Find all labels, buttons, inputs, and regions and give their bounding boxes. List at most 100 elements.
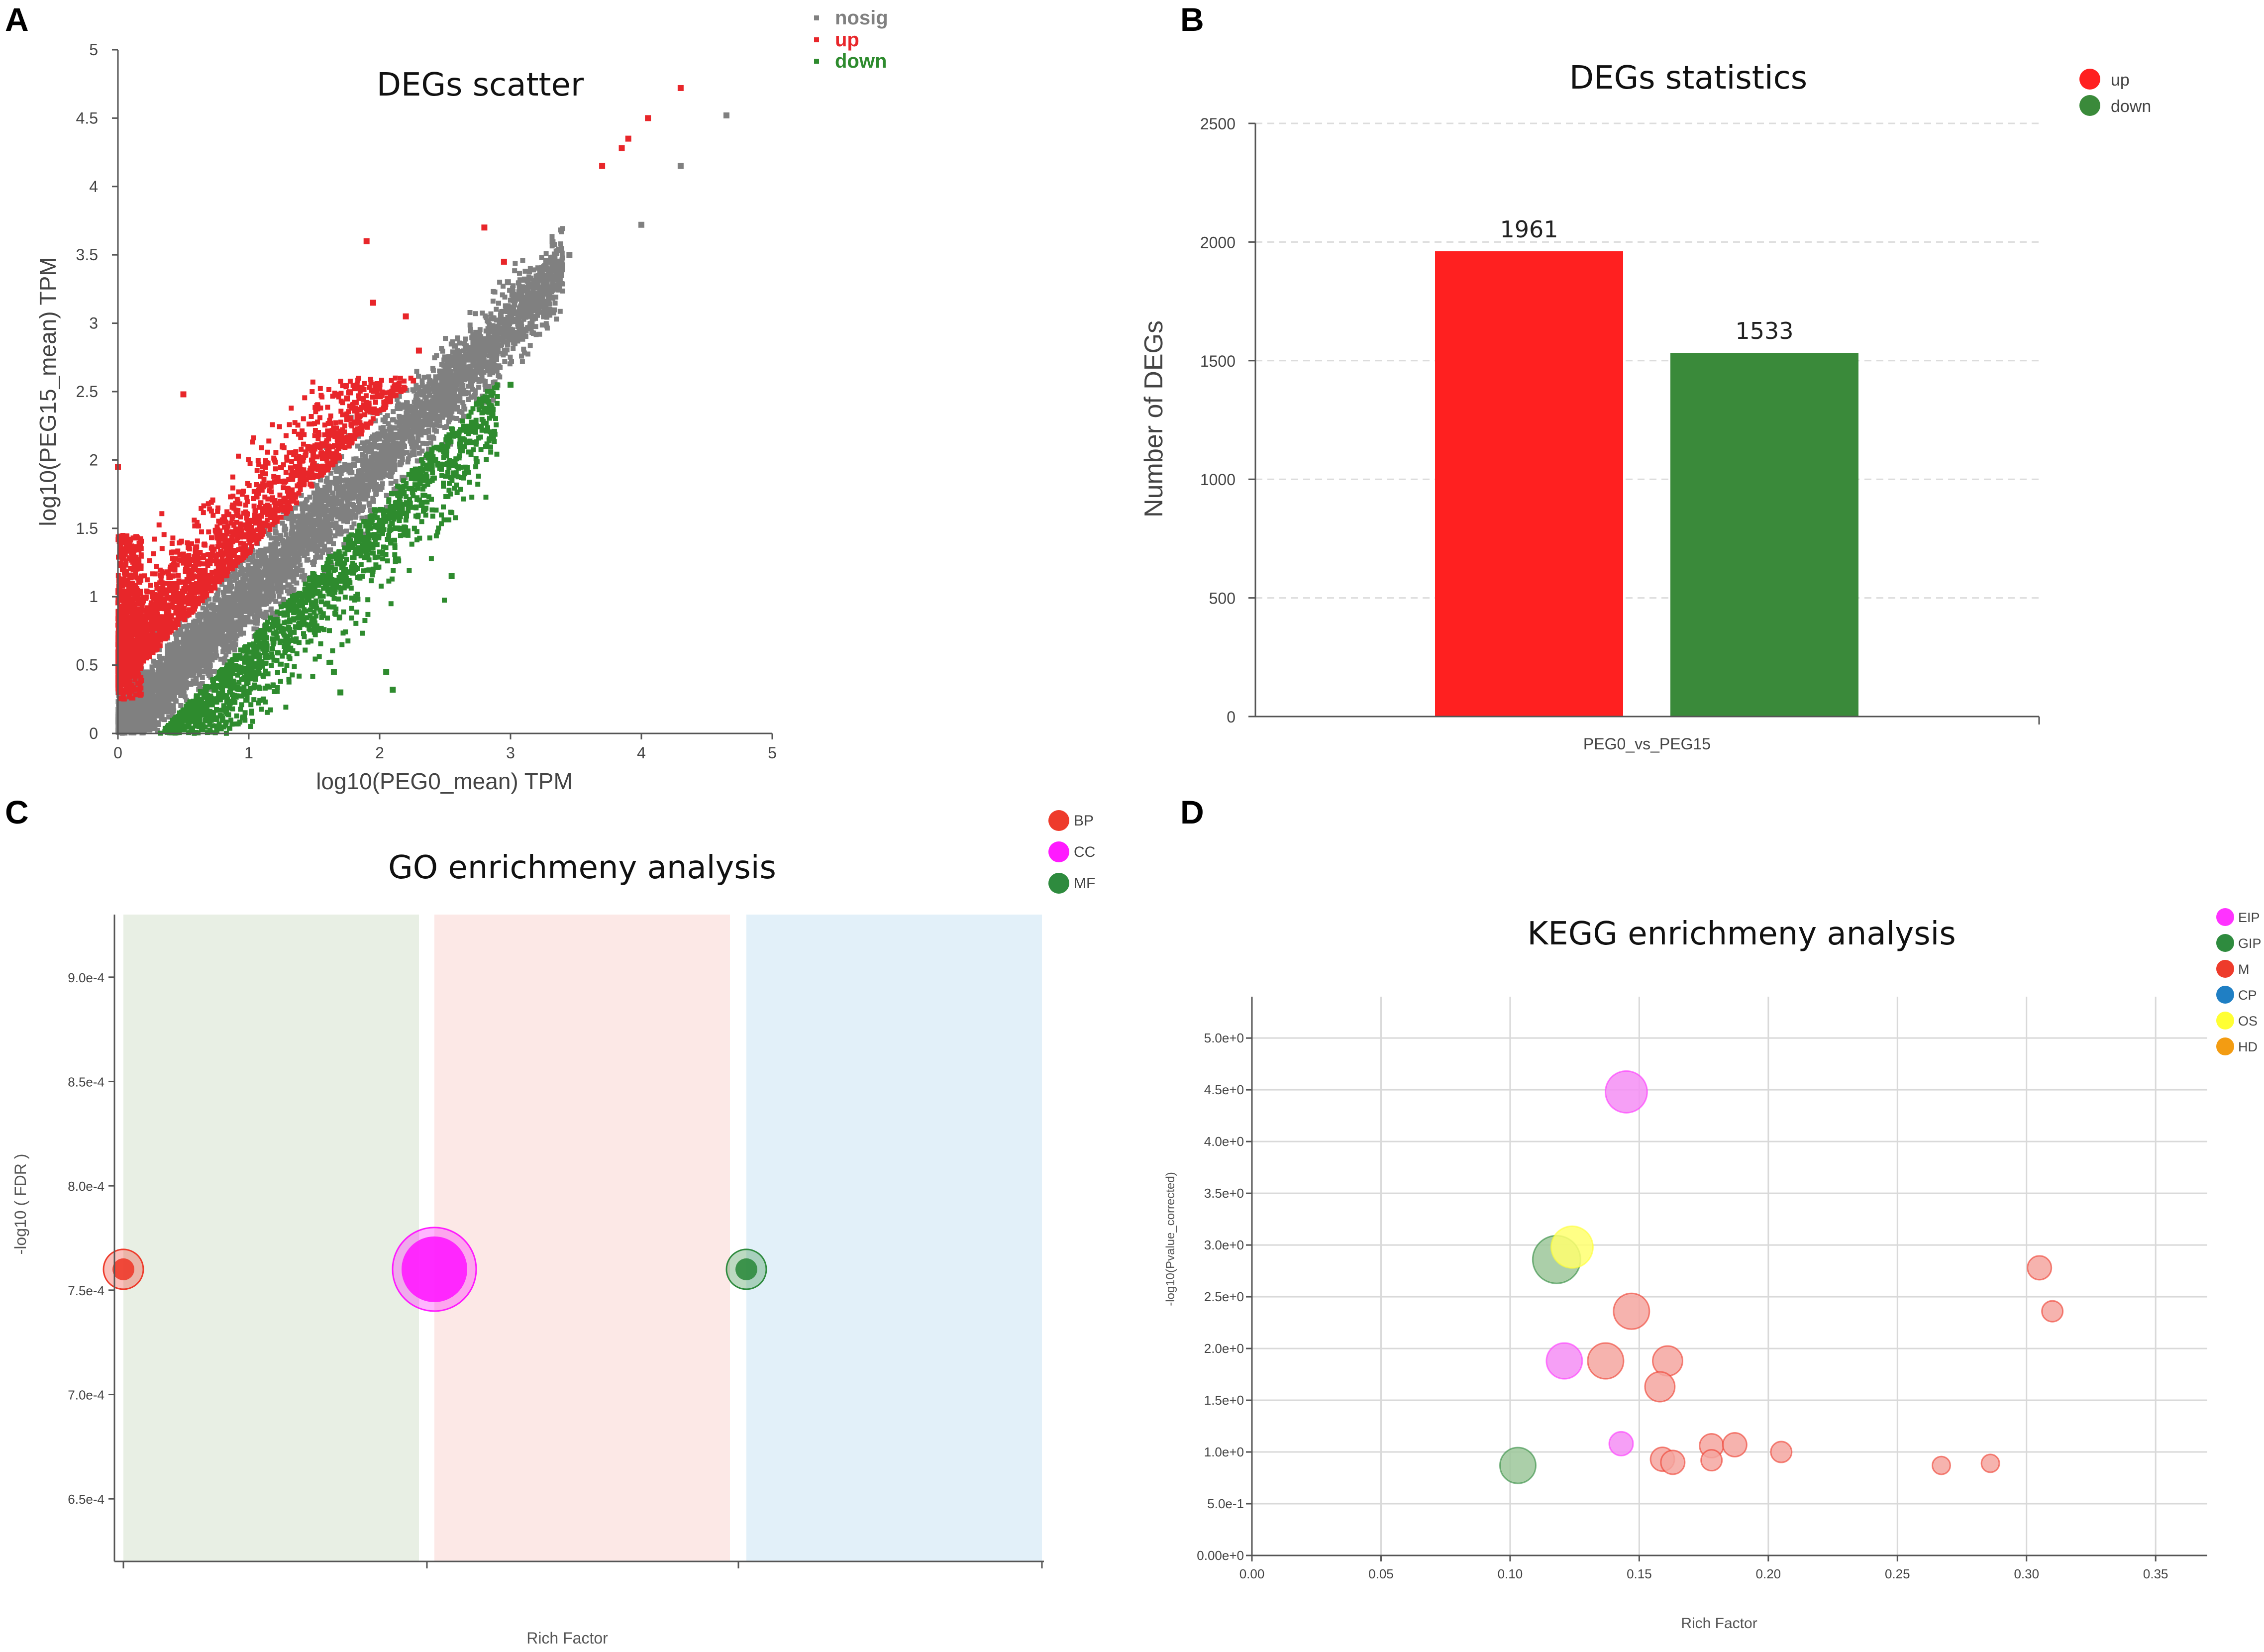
y-tick-label: 2: [89, 451, 98, 469]
x-tick-label: 0.30: [2014, 1566, 2039, 1581]
panel-b-gridlines: [1255, 122, 2039, 599]
y-tick-label: 3: [89, 314, 98, 332]
legend-marker-os: [2216, 1012, 2234, 1030]
legend-marker-m: [2216, 960, 2234, 978]
y-tick-label: 1.5e+0: [1204, 1393, 1244, 1408]
nosig-point: [566, 252, 573, 258]
panel-b-legend: up down: [2079, 69, 2151, 116]
up-point: [625, 135, 631, 142]
kegg-point-M: [2027, 1255, 2053, 1281]
legend-label-down: down: [835, 50, 887, 72]
y-tick-label: 2500: [1200, 115, 1235, 133]
legend-label-gip: GIP: [2238, 936, 2262, 951]
up-point: [677, 85, 684, 91]
nosig-point: [455, 368, 461, 374]
up-point: [645, 115, 651, 121]
y-tick-label: 0.00e+0: [1197, 1548, 1244, 1563]
y-tick-label: 2.5: [76, 383, 98, 401]
kegg-point-M: [1613, 1292, 1650, 1330]
kegg-point-M: [2041, 1300, 2064, 1323]
bar-value-down: 1533: [1735, 317, 1793, 344]
legend-label-up: up: [835, 29, 859, 51]
panel-b-y-ticks: 0 500 1000 1500 2000 2500: [1200, 115, 1255, 726]
panel-b-bars: 1961 1533: [1435, 216, 1858, 717]
legend-marker-bp: [1048, 810, 1069, 831]
nosig-point: [505, 279, 511, 286]
panel-c-band-bp: [123, 915, 419, 1561]
panel-a-point-cloud: [115, 226, 565, 736]
panel-d-points: [1499, 1070, 2064, 1484]
panel-c-band-mf: [746, 915, 1042, 1561]
kegg-point-EIP: [1608, 1431, 1634, 1456]
panel-b-degs-statistics: DEGs statistics 1961 1533 0 500 1000 1500 200…: [1139, 60, 2151, 753]
panel-c-band-cc: [434, 915, 730, 1561]
y-tick-label: 4.5e+0: [1204, 1082, 1244, 1097]
panel-c-y-ticks: 9.0e-4 8.5e-4 8.0e-4 7.5e-4 7.0e-4 6.5e-4: [68, 970, 114, 1507]
nosig-point-cloud: [115, 226, 565, 736]
panel-c-legend: BP CC MF: [1048, 810, 1095, 894]
panel-b-x-label: PEG0_vs_PEG15: [1583, 735, 1711, 753]
panel-c-y-label: -log10 ( FDR ): [11, 1154, 29, 1255]
kegg-point-GIP: [1499, 1446, 1537, 1484]
panel-d-kegg-enrichment: KEGG enrichmeny analysis 0.00 0.05 0.10 0.1…: [1164, 908, 2262, 1632]
bar-down: [1670, 353, 1858, 717]
legend-marker-cp: [2216, 986, 2234, 1004]
y-tick-label: 1.0e+0: [1204, 1445, 1244, 1459]
y-tick-label: 3.0e+0: [1204, 1238, 1244, 1252]
panel-c-go-enrichment: GO enrichmeny analysis 9.0e-4 8.5e-4 8.0e-…: [11, 810, 1095, 1647]
x-tick-label: 0.15: [1627, 1566, 1652, 1581]
panel-a-y-ticks: 0 0.5 1 1.5 2 2.5 3 3.5 4 4.5 5: [76, 41, 118, 742]
panel-d-y-ticks: 0.00e+0 5.0e-1 1.0e+0 1.5e+0 2.0e+0 2.5e+0 3.0…: [1197, 1031, 1252, 1563]
legend-marker-down: [814, 59, 819, 64]
y-tick-label: 0: [1227, 708, 1235, 726]
panel-a-x-ticks: 0 1 2 3 4 5: [113, 733, 777, 762]
panel-a-y-label: log10(PEG15_mean) TPM: [35, 257, 61, 526]
kegg-point-EIP: [1545, 1342, 1583, 1380]
nosig-point: [638, 221, 644, 228]
y-tick-label: 8.5e-4: [68, 1074, 104, 1089]
bar-up: [1435, 251, 1623, 717]
y-tick-label: 0.5: [76, 656, 98, 674]
x-tick-label: 0.25: [1885, 1566, 1910, 1581]
up-point: [415, 347, 422, 354]
down-point: [508, 382, 514, 388]
down-point: [213, 696, 219, 703]
x-tick-label: 2: [375, 744, 384, 762]
down-point: [383, 669, 390, 675]
up-point: [403, 313, 409, 319]
up-point: [363, 238, 370, 244]
go-point-CC: [402, 1236, 467, 1302]
panel-b-y-label: Number of DEGs: [1139, 320, 1168, 517]
legend-marker-gip: [2216, 934, 2234, 952]
panel-d-title: KEGG enrichmeny analysis: [1527, 916, 1955, 952]
y-tick-label: 2000: [1200, 233, 1235, 251]
x-tick-label: 0.05: [1368, 1566, 1394, 1581]
down-point: [448, 573, 455, 579]
y-tick-label: 1: [89, 588, 98, 606]
legend-label-bp: BP: [1074, 813, 1094, 829]
down-point: [390, 687, 396, 693]
legend-label-cp: CP: [2238, 988, 2257, 1003]
x-tick-label: 3: [506, 744, 515, 762]
panel-letter-a: A: [5, 1, 29, 38]
legend-marker-hd: [2216, 1037, 2234, 1055]
x-tick-label: 5: [768, 744, 777, 762]
y-tick-label: 1000: [1200, 471, 1235, 489]
kegg-point-M: [1587, 1342, 1625, 1380]
nosig-point: [514, 309, 520, 315]
up-point: [618, 145, 625, 151]
legend-marker-down: [2079, 95, 2100, 116]
legend-marker-up: [814, 37, 819, 42]
y-tick-label: 500: [1209, 590, 1235, 608]
legend-label-hd: HD: [2238, 1039, 2258, 1054]
panel-c-points: [103, 1227, 767, 1312]
legend-label-os: OS: [2238, 1014, 2258, 1029]
up-point: [180, 391, 187, 398]
panel-letter-c: C: [5, 794, 29, 830]
down-point: [337, 689, 344, 696]
legend-marker-mf: [1048, 873, 1069, 894]
panel-a-title: DEGs scatter: [377, 67, 584, 103]
panel-letter-b: B: [1180, 1, 1204, 38]
legend-label-cc: CC: [1074, 844, 1095, 860]
y-tick-label: 4.0e+0: [1204, 1134, 1244, 1149]
